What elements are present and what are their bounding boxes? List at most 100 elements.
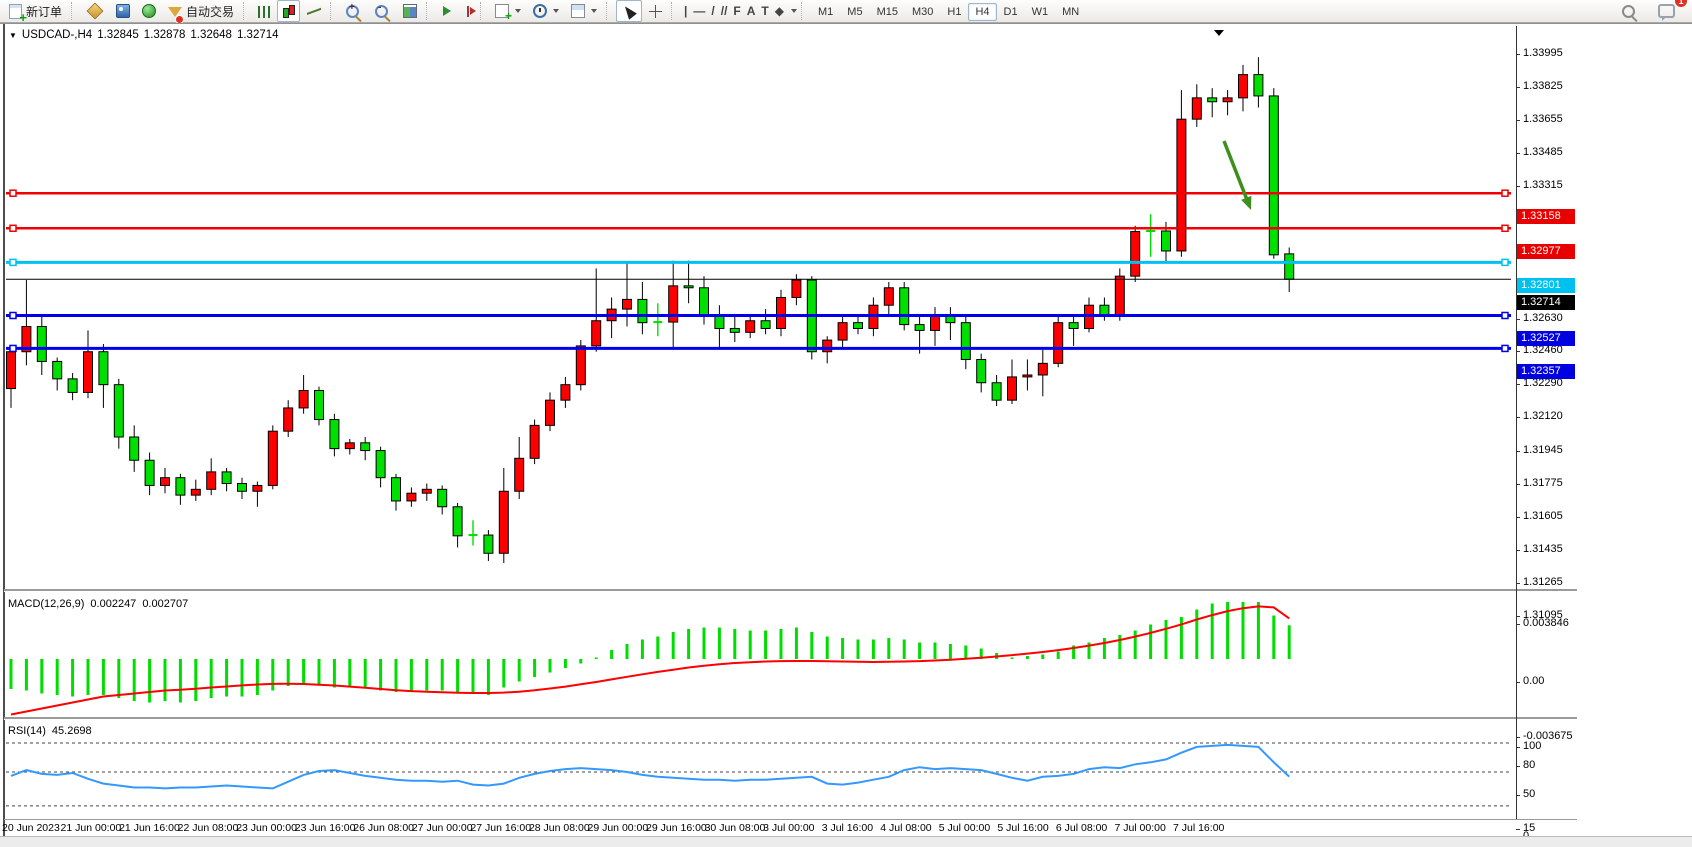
draw-label-button[interactable]: T: [761, 4, 769, 18]
candle: [175, 477, 186, 496]
price-axis-label: 1.31265: [1523, 576, 1563, 589]
price-axis-label: 1.33485: [1523, 145, 1563, 158]
zoom-out-icon: [375, 3, 389, 18]
data-window-icon: [116, 4, 131, 18]
autotrade-button[interactable]: 自动交易: [163, 0, 239, 24]
crosshair-button[interactable]: [644, 0, 667, 22]
auto-scroll-button[interactable]: [436, 0, 458, 22]
timeframe-d1-button[interactable]: D1: [1003, 6, 1018, 18]
draw-vline-button[interactable]: |: [684, 4, 688, 18]
price-axis-label: 1.31605: [1523, 510, 1563, 523]
rsi-label: RSI(14) 45.2698: [8, 725, 92, 737]
line-handle[interactable]: [9, 344, 17, 353]
timeframe-h4-button[interactable]: H4: [968, 3, 997, 21]
time-axis-label: 3 Jul 00:00: [763, 822, 815, 834]
candle: [6, 351, 16, 390]
time-axis-label: 26 Jun 08:00: [353, 822, 415, 834]
draw-fibonacci-button[interactable]: F: [733, 4, 741, 18]
symbol-dropdown-icon[interactable]: ▼: [9, 30, 17, 40]
line-handle[interactable]: [1501, 189, 1509, 197]
navigator-button[interactable]: [137, 0, 161, 22]
timeframe-m5-button[interactable]: M5: [847, 6, 863, 18]
line-handle[interactable]: [1501, 344, 1509, 353]
macd-axis-label: -0.003675: [1523, 730, 1573, 743]
candlestick-chart-button[interactable]: [277, 0, 301, 22]
draw-arrows-button[interactable]: ◆: [774, 4, 784, 18]
timeframe-mn-button[interactable]: MN: [1062, 6, 1080, 18]
line-handle[interactable]: [1501, 311, 1509, 320]
templates-button[interactable]: [566, 0, 602, 22]
axis-tick: [1516, 828, 1520, 830]
axis-tick: [1516, 616, 1520, 617]
price-chart-panel[interactable]: [5, 26, 1516, 589]
candle: [837, 322, 848, 341]
timeframe-h1-button[interactable]: H1: [947, 6, 962, 18]
price-axis-label: 1.31945: [1523, 444, 1563, 457]
candle: [976, 358, 987, 384]
candle: [329, 419, 340, 450]
timeframe-m30-button[interactable]: M30: [911, 6, 934, 18]
candle: [190, 488, 201, 496]
line-handle[interactable]: [9, 311, 17, 320]
draw-channel-button[interactable]: //: [720, 4, 728, 18]
panel-separator[interactable]: [4, 589, 1577, 592]
panel-separator[interactable]: [4, 717, 1577, 720]
zoom-out-button[interactable]: [369, 0, 396, 22]
chart-shift-marker[interactable]: [1214, 30, 1224, 36]
new-order-button[interactable]: 新订单: [4, 0, 67, 25]
candle: [437, 488, 448, 508]
line-handle[interactable]: [9, 224, 17, 233]
axis-tick: [1516, 766, 1520, 767]
data-window-button[interactable]: [111, 0, 135, 22]
tile-windows-button[interactable]: [398, 0, 422, 22]
price-axis-label: 1.31775: [1523, 477, 1563, 490]
candle: [129, 436, 140, 461]
toolbar-separator: [330, 2, 336, 20]
draw-trendline-button[interactable]: /: [711, 4, 715, 18]
notifications-button[interactable]: 1: [1653, 0, 1687, 22]
toolbar-separator: [426, 2, 432, 20]
price-badge: 1.32527: [1517, 330, 1575, 346]
time-axis-label: 27 Jun 16:00: [470, 822, 532, 834]
line-handle[interactable]: [1501, 224, 1509, 233]
arrow-annotation-head[interactable]: [1241, 195, 1252, 210]
chevron-down-icon: [791, 9, 797, 13]
zoom-in-icon: [346, 3, 360, 18]
cursor-button[interactable]: [616, 0, 643, 22]
line-handle[interactable]: [9, 189, 17, 197]
line-chart-button[interactable]: [302, 0, 326, 22]
time-axis-label: 23 Jun 00:00: [236, 822, 297, 834]
line-handle[interactable]: [9, 258, 17, 267]
candle: [252, 484, 263, 492]
macd-name: MACD(12,26,9): [8, 598, 85, 610]
rsi-panel[interactable]: [5, 720, 1516, 819]
arrow-annotation[interactable]: [1222, 140, 1250, 204]
indicators-button[interactable]: [490, 0, 526, 23]
candle: [83, 351, 93, 393]
macd-panel[interactable]: [5, 592, 1516, 717]
axis-tick: [1516, 737, 1520, 739]
draw-hline-button[interactable]: —: [693, 4, 706, 18]
time-axis-label: 28 Jun 08:00: [528, 822, 590, 834]
periods-button[interactable]: [528, 0, 564, 22]
axis-tick: [1516, 54, 1520, 55]
draw-text-button[interactable]: A: [746, 4, 756, 18]
window-left-border: [3, 24, 5, 836]
timeframe-m1-button[interactable]: M1: [818, 6, 834, 18]
candle: [483, 534, 494, 554]
candle: [1068, 322, 1079, 329]
timeframe-w1-button[interactable]: W1: [1031, 6, 1049, 18]
chart-shift-button[interactable]: [460, 0, 477, 22]
timeframe-m15-button[interactable]: M15: [876, 6, 898, 18]
axis-tick: [1516, 417, 1520, 419]
zoom-in-button[interactable]: [340, 0, 367, 22]
market-watch-button[interactable]: [81, 0, 109, 22]
price-axis-label: 1.32290: [1523, 377, 1563, 390]
line-handle[interactable]: [1501, 258, 1509, 267]
bar-chart-button[interactable]: [253, 0, 275, 22]
candle: [853, 322, 863, 329]
rsi-axis-label: 100: [1523, 739, 1542, 752]
candle: [1037, 362, 1048, 376]
search-button[interactable]: [1616, 0, 1643, 22]
